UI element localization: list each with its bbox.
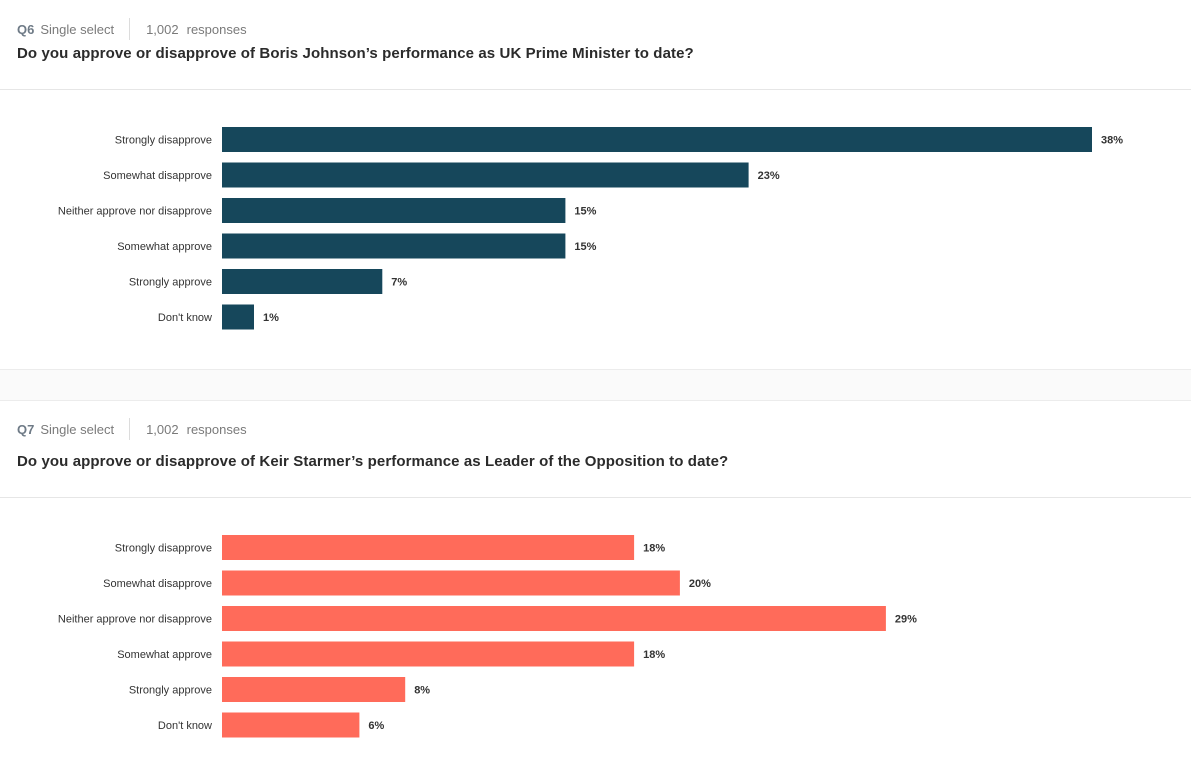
bar[interactable] (222, 712, 360, 738)
question-type: Single select (40, 421, 115, 437)
question-card-q6: Q6 Single select 1,002 responses Do you … (0, 0, 1191, 370)
question-card-q7: Q7 Single select 1,002 responses Do you … (0, 400, 1191, 765)
chart-svg: Strongly disapprove 38% Somewhat disapprov… (58, 127, 1123, 330)
category-label: Somewhat disapprove (103, 578, 212, 590)
question-title: Do you approve or disapprove of Keir Sta… (17, 453, 729, 470)
category-label: Don't know (158, 720, 212, 732)
category-label: Somewhat approve (117, 649, 212, 661)
value-label: 38% (1101, 135, 1123, 147)
bar[interactable] (222, 198, 566, 223)
value-label: 18% (643, 543, 665, 555)
question-number: Q6 (17, 21, 35, 37)
category-label: Neither approve nor disapprove (58, 614, 212, 626)
category-label: Strongly approve (129, 685, 212, 697)
question-title: Do you approve or disapprove of Boris Jo… (17, 45, 694, 62)
bar[interactable] (222, 304, 254, 330)
category-label: Don't know (158, 312, 212, 324)
bar[interactable] (222, 641, 635, 667)
bar-chart-q6: Strongly disapprove 38% Somewhat disapprov… (0, 90, 1191, 370)
value-label: 18% (643, 649, 665, 661)
value-label: 15% (574, 241, 596, 253)
bar[interactable] (222, 269, 383, 294)
bar[interactable] (222, 677, 406, 702)
bar-chart-q7: Strongly disapprove 18% Somewhat disapprov… (0, 498, 1191, 778)
question-number: Q7 (17, 421, 35, 437)
value-label: 6% (368, 720, 384, 732)
bar[interactable] (222, 570, 680, 596)
category-label: Neither approve nor disapprove (58, 206, 212, 218)
category-label: Strongly approve (129, 277, 212, 289)
question-header: Q7 Single select 1,002 responses (17, 418, 247, 440)
value-label: 29% (895, 614, 917, 626)
bar[interactable] (222, 127, 1092, 152)
header-divider (129, 18, 131, 40)
bar[interactable] (222, 162, 749, 188)
responses-label: responses (186, 421, 247, 437)
card-separator (0, 370, 1191, 400)
category-label: Strongly disapprove (115, 135, 212, 147)
responses-count: 1,002 (146, 421, 179, 437)
value-label: 23% (758, 170, 780, 182)
category-label: Strongly disapprove (115, 543, 212, 555)
responses-count: 1,002 (146, 21, 179, 37)
question-header: Q6 Single select 1,002 responses (17, 18, 247, 40)
chart-svg: Strongly disapprove 18% Somewhat disapprov… (58, 535, 917, 738)
bar[interactable] (222, 606, 886, 631)
bar[interactable] (222, 535, 635, 560)
value-label: 15% (574, 206, 596, 218)
divider (0, 497, 1191, 498)
value-label: 7% (391, 277, 407, 289)
divider (0, 89, 1191, 90)
header-divider (129, 418, 131, 440)
question-type: Single select (40, 21, 115, 37)
value-label: 8% (414, 685, 430, 697)
value-label: 20% (689, 578, 711, 590)
value-label: 1% (263, 312, 279, 324)
responses-label: responses (186, 21, 247, 37)
category-label: Somewhat disapprove (103, 170, 212, 182)
bar[interactable] (222, 233, 566, 259)
category-label: Somewhat approve (117, 241, 212, 253)
